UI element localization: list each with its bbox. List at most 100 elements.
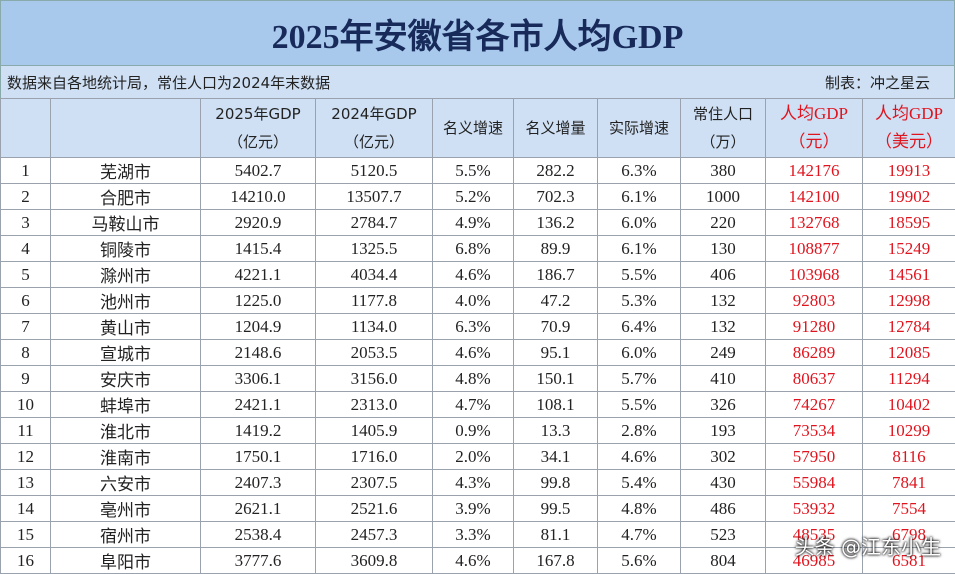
cell: 5.7%	[597, 365, 681, 392]
cell: 10	[0, 391, 51, 418]
cell: 249	[680, 339, 766, 366]
cell: 523	[680, 521, 766, 548]
cell: 4.6%	[432, 261, 514, 288]
cell: 5.4%	[597, 469, 681, 496]
cell: 六安市	[50, 469, 201, 496]
cell: 6.1%	[597, 235, 681, 262]
cell: 108.1	[513, 391, 598, 418]
header-line: （亿元）	[227, 133, 288, 151]
cell: 132	[680, 287, 766, 314]
cell: 5.2%	[432, 183, 514, 210]
cell: 2313.0	[315, 391, 433, 418]
cell: 6.0%	[597, 339, 681, 366]
cell: 4.0%	[432, 287, 514, 314]
data-row: 1 芜湖市 5402.7 5120.5 5.5% 282.2 6.3% 380 142176 19…	[0, 157, 955, 184]
cell: 103968	[765, 261, 863, 288]
cell: 5.5%	[597, 261, 681, 288]
header-line: 2025年GDP	[215, 105, 301, 123]
header-cell: 人均GDP （美元）	[862, 98, 955, 158]
cell: 326	[680, 391, 766, 418]
cell: 5	[0, 261, 51, 288]
header-line: （元）	[788, 132, 840, 151]
cell: 130	[680, 235, 766, 262]
data-row: 8 宣城市 2148.6 2053.5 4.6% 95.1 6.0% 249 86289 1208…	[0, 339, 955, 366]
cell: 11294	[862, 365, 955, 392]
author: 制表：冲之星云	[824, 73, 930, 92]
cell: 108877	[765, 235, 863, 262]
cell: 14210.0	[200, 183, 316, 210]
cell: 19902	[862, 183, 955, 210]
cell: 蚌埠市	[50, 391, 201, 418]
header-line: 人均GDP	[779, 104, 848, 123]
cell: 马鞍山市	[50, 209, 201, 236]
cell: 47.2	[513, 287, 598, 314]
cell: 4034.4	[315, 261, 433, 288]
cell: 4.3%	[432, 469, 514, 496]
cell: 406	[680, 261, 766, 288]
cell: 136.2	[513, 209, 598, 236]
cell: 4.9%	[432, 209, 514, 236]
cell: 12	[0, 443, 51, 470]
cell: 4.6%	[432, 547, 514, 574]
cell: 4.8%	[597, 495, 681, 522]
cell: 1419.2	[200, 417, 316, 444]
cell: 1405.9	[315, 417, 433, 444]
header-cell: 人均GDP （元）	[765, 98, 863, 158]
cell: 2784.7	[315, 209, 433, 236]
cell: 亳州市	[50, 495, 201, 522]
data-row: 3 马鞍山市 2920.9 2784.7 4.9% 136.2 6.0% 220 132768 1…	[0, 209, 955, 236]
cell: 5.5%	[432, 157, 514, 184]
cell: 2.8%	[597, 417, 681, 444]
cell: 0.9%	[432, 417, 514, 444]
cell: 16	[0, 547, 51, 574]
cell: 4.8%	[432, 365, 514, 392]
cell: 2148.6	[200, 339, 316, 366]
cell: 142100	[765, 183, 863, 210]
cell: 150.1	[513, 365, 598, 392]
data-row: 5 滁州市 4221.1 4034.4 4.6% 186.7 5.5% 406 103968 14…	[0, 261, 955, 288]
cell: 1134.0	[315, 313, 433, 340]
cell: 4	[0, 235, 51, 262]
cell: 5402.7	[200, 157, 316, 184]
cell: 2307.5	[315, 469, 433, 496]
cell: 4.6%	[597, 443, 681, 470]
cell: 804	[680, 547, 766, 574]
cell: 89.9	[513, 235, 598, 262]
cell: 2	[0, 183, 51, 210]
cell: 186.7	[513, 261, 598, 288]
cell: 2.0%	[432, 443, 514, 470]
data-row: 12 淮南市 1750.1 1716.0 2.0% 34.1 4.6% 302 57950 811…	[0, 443, 955, 470]
cell: 70.9	[513, 313, 598, 340]
cell: 2457.3	[315, 521, 433, 548]
header-line: 名义增速	[442, 119, 503, 137]
cell: 6.4%	[597, 313, 681, 340]
cell: 1716.0	[315, 443, 433, 470]
cell: 1	[0, 157, 51, 184]
cell: 6.3%	[597, 157, 681, 184]
cell: 1750.1	[200, 443, 316, 470]
cell: 74267	[765, 391, 863, 418]
cell: 2621.1	[200, 495, 316, 522]
cell: 1325.5	[315, 235, 433, 262]
cell: 6.3%	[432, 313, 514, 340]
cell: 46985	[765, 547, 863, 574]
cell: 99.5	[513, 495, 598, 522]
cell: 167.8	[513, 547, 598, 574]
cell: 15249	[862, 235, 955, 262]
data-row: 13 六安市 2407.3 2307.5 4.3% 99.8 5.4% 430 55984 784…	[0, 469, 955, 496]
cell: 2538.4	[200, 521, 316, 548]
data-row: 9 安庆市 3306.1 3156.0 4.8% 150.1 5.7% 410 80637 112…	[0, 365, 955, 392]
cell: 410	[680, 365, 766, 392]
data-row: 16 阜阳市 3777.6 3609.8 4.6% 167.8 5.6% 804 46985 65…	[0, 547, 955, 574]
cell: 4.7%	[597, 521, 681, 548]
data-row: 10 蚌埠市 2421.1 2313.0 4.7% 108.1 5.5% 326 74267 10…	[0, 391, 955, 418]
watermark: 头条 @江东小生	[794, 535, 941, 559]
cell: 91280	[765, 313, 863, 340]
header-cell	[0, 98, 51, 158]
cell: 14	[0, 495, 51, 522]
cell: 1177.8	[315, 287, 433, 314]
cell: 安庆市	[50, 365, 201, 392]
cell: 13507.7	[315, 183, 433, 210]
cell: 合肥市	[50, 183, 201, 210]
cell: 73534	[765, 417, 863, 444]
